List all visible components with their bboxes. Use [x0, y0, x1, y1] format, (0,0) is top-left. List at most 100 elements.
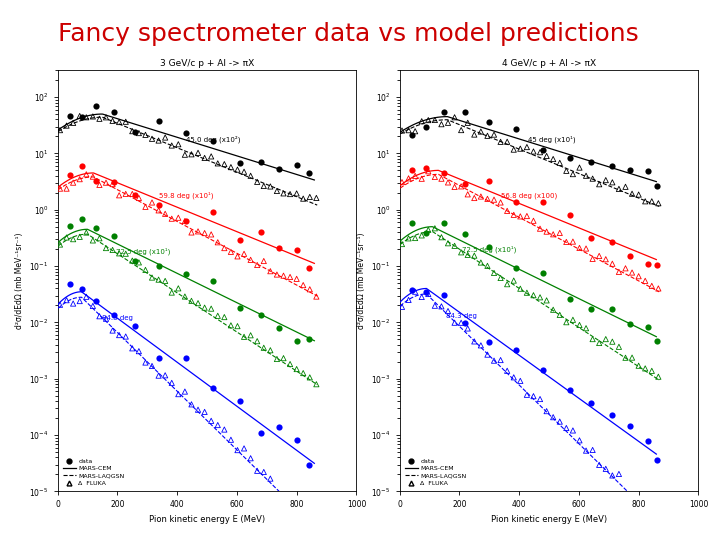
- Point: [232, 322, 243, 330]
- Point: [245, 454, 256, 463]
- Point: [146, 198, 158, 207]
- Point: [258, 256, 269, 265]
- Point: [64, 171, 76, 180]
- Point: [455, 182, 467, 191]
- Point: [60, 184, 72, 193]
- Point: [60, 122, 72, 130]
- Point: [303, 335, 315, 343]
- Point: [574, 163, 585, 172]
- Point: [153, 201, 165, 210]
- Point: [159, 276, 171, 285]
- Point: [606, 410, 618, 419]
- Point: [199, 303, 210, 312]
- Point: [541, 227, 552, 236]
- Point: [205, 152, 217, 161]
- X-axis label: Pion kinetic energy E (MeV): Pion kinetic energy E (MeV): [491, 515, 607, 524]
- Point: [574, 244, 585, 252]
- Point: [475, 192, 487, 201]
- Point: [495, 356, 506, 364]
- Point: [624, 252, 636, 260]
- Point: [501, 367, 513, 375]
- Text: 72.5 deg (x10¹): 72.5 deg (x10¹): [116, 248, 170, 255]
- Point: [541, 152, 552, 160]
- Point: [205, 416, 217, 425]
- Point: [436, 233, 447, 241]
- Point: [303, 264, 315, 272]
- Point: [133, 194, 145, 202]
- Point: [133, 347, 145, 355]
- Point: [639, 276, 651, 285]
- Point: [199, 408, 210, 416]
- Point: [495, 274, 506, 282]
- Point: [153, 353, 165, 362]
- Point: [442, 239, 454, 247]
- Point: [534, 293, 546, 302]
- Point: [438, 169, 450, 178]
- Point: [291, 336, 302, 345]
- Point: [166, 379, 178, 387]
- Point: [94, 114, 105, 123]
- Point: [396, 302, 408, 311]
- Point: [225, 321, 237, 329]
- Point: [130, 191, 141, 199]
- Point: [585, 158, 597, 166]
- Point: [159, 371, 171, 380]
- Point: [278, 272, 289, 280]
- Point: [205, 305, 217, 313]
- Point: [410, 127, 421, 136]
- Point: [130, 256, 141, 265]
- Point: [600, 335, 611, 343]
- Point: [219, 160, 230, 168]
- Point: [91, 102, 102, 110]
- Point: [232, 446, 243, 455]
- Point: [459, 319, 471, 327]
- Point: [436, 120, 447, 129]
- Point: [271, 270, 283, 279]
- Point: [76, 162, 87, 171]
- Point: [264, 474, 276, 483]
- Point: [251, 467, 263, 475]
- Point: [495, 198, 506, 207]
- Point: [459, 179, 471, 188]
- Y-axis label: d²σ/dEdΩ (mb MeV⁻¹sr⁻¹): d²σ/dEdΩ (mb MeV⁻¹sr⁻¹): [356, 233, 366, 329]
- Point: [179, 217, 191, 225]
- Text: 45.0 deg (x10²): 45.0 deg (x10²): [186, 136, 240, 143]
- Point: [60, 233, 72, 242]
- Point: [406, 219, 418, 228]
- Point: [429, 224, 441, 233]
- Point: [508, 373, 520, 382]
- Point: [273, 165, 284, 173]
- Point: [651, 181, 662, 190]
- Point: [528, 291, 539, 300]
- Point: [515, 376, 526, 385]
- Point: [54, 300, 66, 309]
- Point: [74, 112, 86, 120]
- Point: [455, 248, 467, 256]
- Point: [166, 141, 178, 150]
- Point: [436, 174, 447, 183]
- Point: [449, 319, 460, 327]
- Point: [140, 202, 151, 211]
- Point: [297, 194, 309, 203]
- Point: [64, 222, 76, 231]
- Point: [186, 400, 197, 409]
- Point: [620, 264, 631, 273]
- Point: [642, 259, 653, 268]
- Point: [423, 167, 434, 176]
- Point: [593, 339, 605, 347]
- Point: [402, 126, 414, 134]
- Point: [652, 284, 664, 293]
- Point: [297, 369, 309, 377]
- Point: [173, 140, 184, 149]
- Point: [127, 344, 138, 353]
- Point: [113, 331, 125, 340]
- Point: [304, 373, 315, 382]
- Point: [264, 346, 276, 355]
- Point: [515, 144, 526, 153]
- Point: [238, 444, 250, 453]
- Text: 72.5 deg (x10¹): 72.5 deg (x10¹): [462, 245, 517, 253]
- Point: [600, 464, 611, 473]
- Point: [462, 118, 474, 127]
- X-axis label: Pion kinetic energy E (MeV): Pion kinetic energy E (MeV): [149, 515, 265, 524]
- Point: [76, 112, 87, 121]
